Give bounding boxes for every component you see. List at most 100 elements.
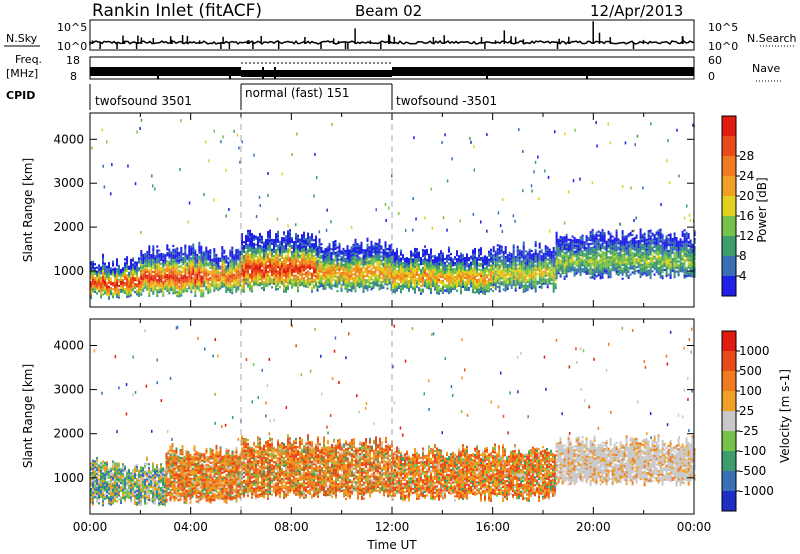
power-cell (460, 282, 462, 285)
power-cell (309, 273, 311, 276)
power-cell (368, 275, 371, 279)
power-cell (522, 257, 525, 260)
power-cell (530, 267, 533, 270)
power-cell (430, 250, 432, 253)
power-cell (303, 249, 305, 252)
power-cell (156, 253, 159, 256)
power-cell (291, 284, 293, 287)
power-cell (265, 243, 267, 246)
power-cell (297, 290, 299, 293)
power-cell (567, 244, 570, 247)
power-cell (265, 241, 267, 244)
power-cell (472, 267, 474, 270)
power-cell (342, 257, 345, 260)
power-cell (247, 283, 249, 286)
power-cell (334, 267, 337, 270)
power-cell (412, 282, 414, 285)
power-cell (261, 265, 263, 268)
power-cell (336, 246, 339, 249)
power-cell (301, 236, 303, 239)
power-cell (184, 272, 187, 275)
power-cell (315, 243, 317, 246)
power-cell (188, 265, 191, 268)
power-cell (142, 275, 145, 278)
power-cell (470, 269, 472, 272)
power-cell (380, 255, 383, 258)
power-cell (170, 274, 173, 277)
power-cell (532, 258, 535, 261)
power-cell (448, 270, 450, 273)
power-cell (563, 252, 566, 255)
power-cell (287, 250, 289, 253)
power-cell (571, 241, 574, 244)
power-cell (152, 253, 155, 256)
power-cell (326, 254, 329, 257)
power-cell (364, 249, 367, 252)
power-cell (480, 274, 482, 277)
power-cell (315, 277, 317, 280)
power-cell (526, 288, 529, 291)
power-cell (315, 263, 317, 266)
power-cell (540, 265, 543, 268)
power-cell (567, 258, 570, 261)
power-cell (263, 288, 265, 292)
power-cell (130, 274, 132, 277)
power-cell (474, 263, 476, 266)
power-cell (148, 245, 151, 248)
power-cell (223, 263, 226, 266)
power-cell (472, 287, 474, 290)
power-cell (106, 287, 108, 290)
power-cell (360, 285, 363, 288)
power-cell (334, 279, 337, 282)
power-cell (297, 240, 299, 243)
power-cell (164, 256, 167, 259)
power-cell (172, 248, 175, 251)
power-cell (316, 275, 319, 278)
power-cell (265, 256, 267, 259)
power-cell (406, 272, 408, 275)
power-cell (98, 268, 100, 271)
power-cell (378, 264, 381, 267)
power-cell (470, 281, 472, 284)
power-cell (402, 256, 404, 259)
power-cell (346, 276, 349, 279)
power-cell (188, 269, 191, 272)
power-cell (360, 283, 363, 286)
power-cell (239, 258, 242, 261)
power-cell (198, 271, 201, 274)
power-cell (454, 275, 456, 279)
power-cell (150, 263, 153, 267)
power-cell (546, 282, 549, 285)
power-cell (340, 260, 343, 263)
power-cell (108, 297, 110, 300)
power-cell (404, 271, 406, 274)
power-cell (348, 259, 351, 262)
power-cell (510, 257, 513, 260)
power-cell (468, 271, 470, 274)
power-cell (506, 283, 509, 286)
power-cell (158, 267, 161, 270)
power-cell (322, 270, 325, 273)
power-cell (297, 272, 299, 275)
power-cell (146, 276, 149, 279)
power-cell (213, 254, 216, 257)
power-cell (283, 266, 285, 269)
power-cell (436, 256, 438, 259)
power-cell (311, 237, 313, 240)
power-cell (98, 272, 100, 275)
power-cell (168, 284, 171, 287)
power-cell (318, 252, 321, 255)
power-cell (150, 256, 153, 259)
power-cell (283, 280, 285, 283)
power-cell (221, 254, 224, 257)
power-cell (550, 253, 553, 256)
power-cell (277, 248, 279, 251)
power-cell (384, 253, 387, 256)
power-cell (536, 255, 539, 258)
power-cell (211, 274, 214, 277)
power-cell (567, 248, 570, 251)
power-cell (492, 258, 495, 261)
power-cell (251, 274, 253, 277)
power-cell (237, 250, 240, 253)
power-cell (352, 257, 355, 260)
